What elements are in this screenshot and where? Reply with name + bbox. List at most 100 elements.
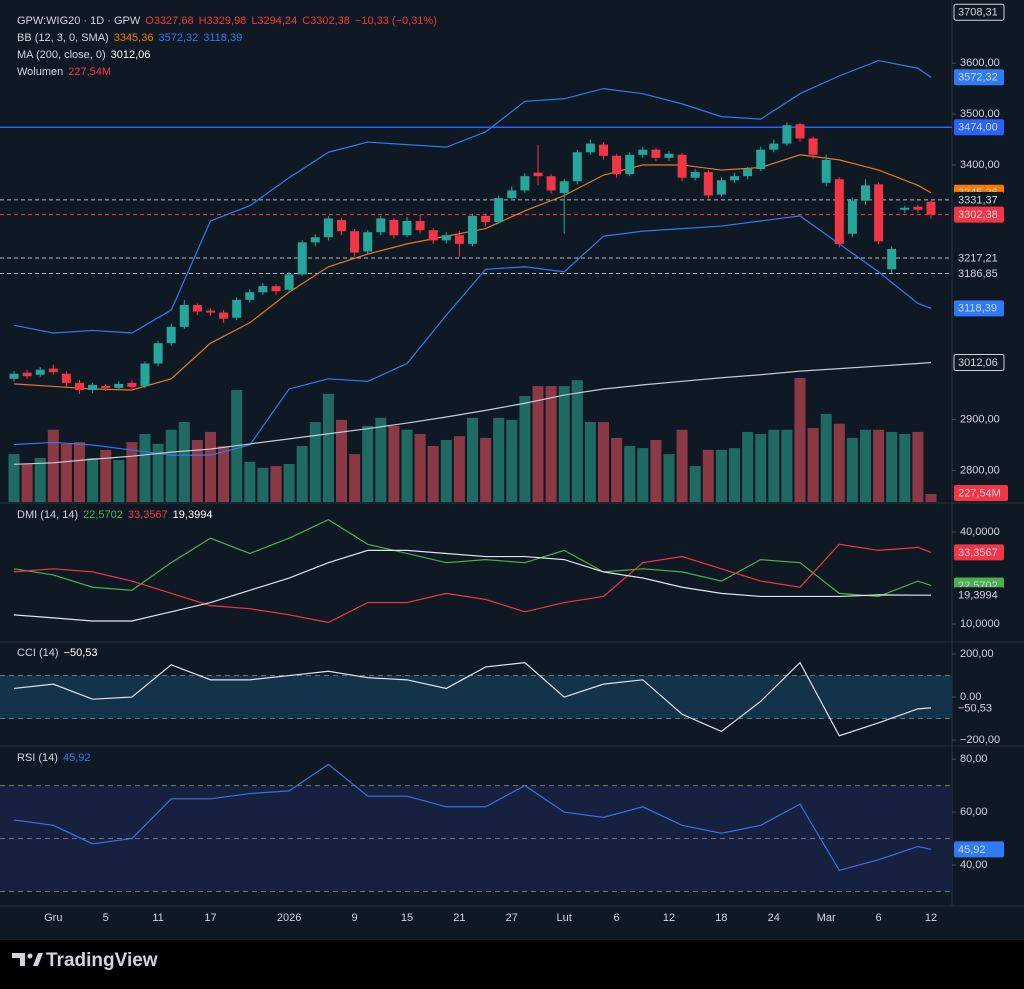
candle-body bbox=[192, 304, 202, 312]
volume-bar bbox=[100, 449, 112, 502]
legend-line: MA (200, close, 0) 3012,06 bbox=[17, 49, 155, 61]
y-tick-label: 3400,00 bbox=[960, 159, 1000, 171]
legend-line: RSI (14) 45,92 bbox=[17, 752, 96, 764]
x-tick-label: Lut bbox=[557, 912, 572, 924]
candle-body bbox=[507, 190, 517, 199]
brand: TradingView bbox=[46, 950, 158, 971]
y-tick-label: 3600,00 bbox=[960, 57, 1000, 69]
candle-body bbox=[730, 176, 739, 181]
volume-bar bbox=[702, 449, 714, 502]
y-tick-label: 40,00 bbox=[960, 859, 988, 871]
price-marker bbox=[954, 69, 1004, 86]
y-tick-label: −200,00 bbox=[960, 734, 1000, 746]
legend-line: BB (12, 3, 0, SMA) 3345,36 3572,32 3118,39 bbox=[17, 32, 247, 44]
volume-bar bbox=[860, 429, 871, 502]
candle-body bbox=[350, 231, 360, 253]
y-tick-label: 60,00 bbox=[960, 806, 988, 818]
price-marker-label: 3708,31 bbox=[958, 7, 998, 19]
volume-bar bbox=[545, 386, 557, 502]
candle-body bbox=[782, 125, 792, 144]
legend-text: 3345,36 bbox=[113, 32, 154, 44]
volume-bar bbox=[558, 386, 570, 502]
price-marker-label: 19,3994 bbox=[958, 590, 998, 602]
volume-bar bbox=[309, 422, 321, 502]
volume-marker bbox=[954, 485, 1008, 501]
price-marker-label: 3118,39 bbox=[958, 303, 997, 315]
volume-bar bbox=[506, 419, 518, 502]
candle-body bbox=[677, 154, 687, 178]
price-marker bbox=[954, 250, 1004, 267]
volume-bar bbox=[846, 437, 858, 502]
candle-body bbox=[559, 181, 569, 193]
candle-body bbox=[572, 152, 582, 182]
legend-line: CCI (14) −50,53 bbox=[17, 647, 103, 659]
volume-bar bbox=[165, 429, 177, 502]
candle-body bbox=[75, 382, 84, 390]
volume-bar bbox=[729, 448, 740, 502]
volume-bar bbox=[807, 428, 819, 502]
volume-bar bbox=[453, 436, 465, 502]
volume-bar bbox=[571, 380, 583, 502]
volume-bar bbox=[87, 457, 99, 502]
legend-text: O3327,68 bbox=[145, 15, 194, 27]
candle-body bbox=[179, 304, 189, 327]
price-marker-label: 33,3567 bbox=[958, 547, 998, 559]
candle-body bbox=[703, 172, 713, 196]
volume-bar bbox=[715, 449, 727, 502]
volume-bar bbox=[676, 429, 688, 502]
volume-bar bbox=[912, 431, 924, 502]
volume-bar bbox=[820, 413, 832, 502]
candle-body bbox=[88, 384, 98, 390]
candle-body bbox=[206, 310, 215, 313]
x-tick-label: 2026 bbox=[277, 912, 301, 924]
candle-body bbox=[454, 235, 464, 244]
volume-bar bbox=[139, 434, 151, 502]
volume-bar bbox=[637, 448, 649, 502]
band bbox=[0, 785, 952, 892]
indicator-line bbox=[13, 361, 932, 465]
price-marker-label: 3474,00 bbox=[958, 122, 998, 134]
candle-body bbox=[363, 232, 373, 252]
candle-body bbox=[140, 363, 150, 386]
x-tick-label: 6 bbox=[876, 912, 882, 924]
x-tick-label: 12 bbox=[925, 912, 937, 924]
candle-body bbox=[795, 124, 805, 139]
price-marker bbox=[954, 265, 1004, 282]
price-marker bbox=[954, 841, 1004, 858]
volume-bar bbox=[781, 429, 793, 502]
volume-bar bbox=[886, 431, 898, 502]
volume-bar bbox=[60, 443, 72, 502]
candle-body bbox=[22, 372, 32, 377]
candle-body bbox=[441, 235, 451, 241]
candle-body bbox=[389, 219, 399, 236]
x-tick-label: 6 bbox=[614, 912, 620, 924]
y-tick-label: 40,0000 bbox=[960, 526, 1000, 538]
candle-body bbox=[232, 299, 242, 318]
x-tick-label: Gru bbox=[44, 912, 62, 924]
candle-body bbox=[428, 230, 438, 241]
volume-bar bbox=[152, 443, 164, 502]
volume-bar bbox=[584, 422, 596, 502]
candle-body bbox=[114, 383, 124, 388]
legend-text: CCI (14) bbox=[17, 647, 59, 659]
candle-body bbox=[769, 143, 779, 150]
volume-bar bbox=[899, 434, 911, 502]
volume-bar bbox=[113, 460, 125, 502]
candle-body bbox=[585, 143, 595, 153]
volume-bar bbox=[768, 429, 780, 502]
volume-bar bbox=[401, 429, 413, 502]
x-tick-label: 5 bbox=[103, 912, 109, 924]
candle-body bbox=[127, 382, 137, 387]
price-marker bbox=[954, 206, 1004, 223]
volume-bar bbox=[611, 437, 623, 502]
x-tick-label: 21 bbox=[453, 912, 465, 924]
y-tick-label: 200,00 bbox=[960, 648, 994, 660]
volume-bar bbox=[833, 423, 845, 502]
x-tick-label: 24 bbox=[768, 912, 780, 924]
volume-bar bbox=[388, 425, 400, 502]
price-marker-label: 3217,21 bbox=[958, 252, 998, 264]
price-marker bbox=[954, 300, 1004, 317]
legend-text: 22,5702 bbox=[83, 509, 123, 521]
